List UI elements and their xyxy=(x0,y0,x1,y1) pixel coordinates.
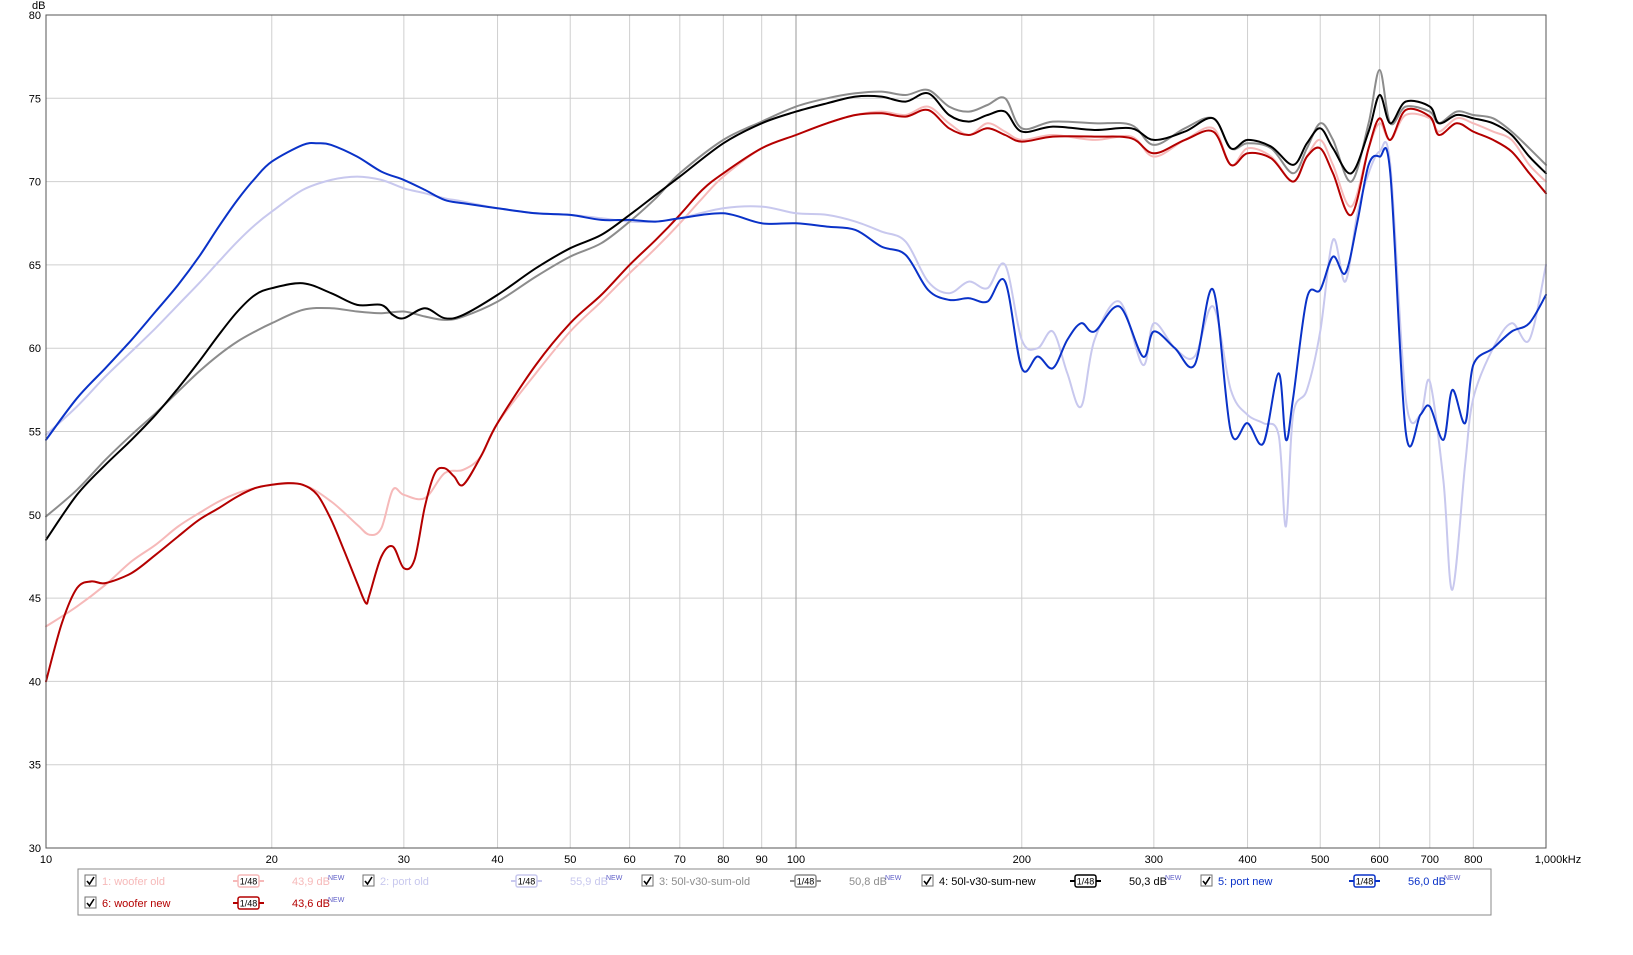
x-tick-label: 100 xyxy=(787,854,805,866)
x-tick-label: 10 xyxy=(40,854,52,866)
x-tick-label: 90 xyxy=(756,854,768,866)
x-tick-label: 80 xyxy=(717,854,729,866)
series-lines xyxy=(45,69,1547,683)
x-tick-label: 200 xyxy=(1013,854,1031,866)
smoothing-label: 1/48 xyxy=(797,877,815,887)
y-tick-label: 30 xyxy=(29,843,41,855)
plot-frame xyxy=(45,14,1547,849)
y-tick-label: 35 xyxy=(29,760,41,772)
x-tick-label: 30 xyxy=(398,854,410,866)
smoothing-box[interactable] xyxy=(1074,874,1097,888)
smoothing-label: 1/48 xyxy=(1077,877,1095,887)
legend-level: 55,9 dB xyxy=(570,876,608,888)
legend-new-badge: NEW xyxy=(885,875,902,882)
y-axis-label: dB xyxy=(32,0,45,12)
x-tick-label: 60 xyxy=(623,854,635,866)
legend-new-badge: NEW xyxy=(1444,875,1461,882)
x-axis-ticks: 10 20 30 40 50 60 70 80 90 100 200 300 400 500 600 700 8… xyxy=(40,854,1581,866)
smoothing-label: 1/48 xyxy=(240,899,258,909)
x-tick-label: 70 xyxy=(674,854,686,866)
legend-series-name: 4: 50l-v30-sum-new xyxy=(939,876,1036,888)
legend-level: 56,0 dB xyxy=(1408,876,1446,888)
smoothing-label: 1/48 xyxy=(240,877,258,887)
check-icon xyxy=(86,898,95,908)
series-line-3 xyxy=(45,69,1547,518)
x-tick-label: 600 xyxy=(1370,854,1388,866)
legend-new-badge: NEW xyxy=(606,875,623,882)
legend-checkbox[interactable] xyxy=(84,896,97,909)
legend-level: 50,8 dB xyxy=(849,876,887,888)
y-tick-label: 45 xyxy=(29,593,41,605)
series-line-6 xyxy=(45,107,1547,683)
smoothing-label: 1/48 xyxy=(518,877,536,887)
smoothing-box[interactable] xyxy=(794,874,817,888)
legend-checkbox[interactable] xyxy=(1200,874,1213,887)
y-tick-label: 75 xyxy=(29,93,41,105)
check-icon xyxy=(86,876,95,886)
smoothing-box[interactable] xyxy=(515,874,538,888)
legend-level: 43,6 dB xyxy=(292,898,330,910)
legend-series-name: 2: port old xyxy=(380,876,429,888)
smoothing-box[interactable] xyxy=(237,896,260,910)
x-tick-label: 40 xyxy=(491,854,503,866)
legend-series-name: 1: woofer old xyxy=(102,876,165,888)
check-icon xyxy=(364,876,373,886)
legend-checkbox[interactable] xyxy=(641,874,654,887)
smoothing-label: 1/48 xyxy=(1356,877,1374,887)
legend-level: 43,9 dB xyxy=(292,876,330,888)
series-line-4 xyxy=(45,92,1547,541)
x-tick-label: 20 xyxy=(266,854,278,866)
legend-series-name: 3: 50l-v30-sum-old xyxy=(659,876,750,888)
legend-new-badge: NEW xyxy=(328,875,345,882)
x-tick-label: 1,000kHz xyxy=(1535,854,1581,866)
legend-new-badge: NEW xyxy=(328,897,345,904)
check-icon xyxy=(923,876,932,886)
check-icon xyxy=(643,876,652,886)
legend-checkbox[interactable] xyxy=(921,874,934,887)
legend-series-name: 6: woofer new xyxy=(102,898,171,910)
y-tick-label: 70 xyxy=(29,177,41,189)
y-tick-label: 55 xyxy=(29,427,41,439)
y-tick-label: 50 xyxy=(29,510,41,522)
x-tick-label: 400 xyxy=(1238,854,1256,866)
x-tick-label: 700 xyxy=(1421,854,1439,866)
x-tick-label: 50 xyxy=(564,854,576,866)
y-tick-label: 40 xyxy=(29,676,41,688)
smoothing-box[interactable] xyxy=(237,874,260,888)
legend-level: 50,3 dB xyxy=(1129,876,1167,888)
x-tick-label: 800 xyxy=(1464,854,1482,866)
legend-frame xyxy=(77,868,1492,916)
y-tick-label: 65 xyxy=(29,260,41,272)
x-tick-label: 500 xyxy=(1311,854,1329,866)
series-line-5 xyxy=(45,141,1547,448)
legend-new-badge: NEW xyxy=(1165,875,1182,882)
legend-checkbox[interactable] xyxy=(362,874,375,887)
y-axis-ticks: 30 35 40 45 50 55 60 65 70 75 80 xyxy=(29,10,41,855)
smoothing-box[interactable] xyxy=(1353,874,1376,888)
y-tick-label: 80 xyxy=(29,10,41,22)
legend-series-name: 5: port new xyxy=(1218,876,1272,888)
x-tick-label: 300 xyxy=(1145,854,1163,866)
check-icon xyxy=(1202,876,1211,886)
y-tick-label: 60 xyxy=(29,343,41,355)
legend-checkbox[interactable] xyxy=(84,874,97,887)
